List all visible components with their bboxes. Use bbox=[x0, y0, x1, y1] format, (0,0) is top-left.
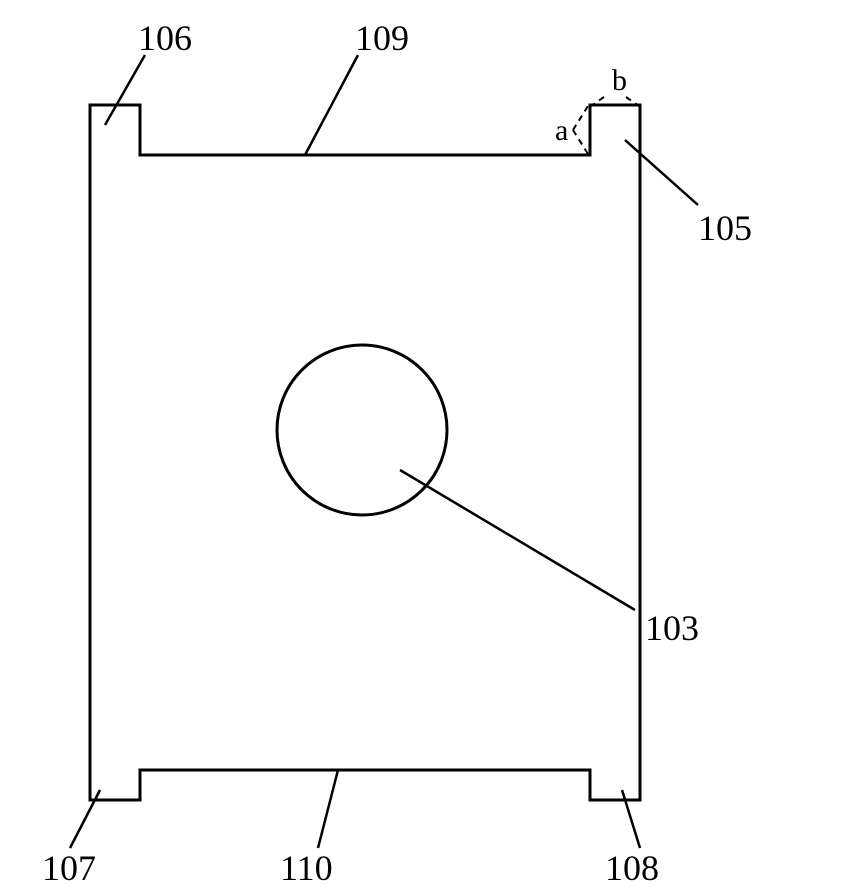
ref-106: 106 bbox=[138, 18, 192, 58]
dim-b-label: b bbox=[612, 64, 627, 97]
ref-107: 107 bbox=[42, 848, 96, 888]
dim-a-label: a bbox=[555, 114, 568, 147]
ref-110: 110 bbox=[280, 848, 333, 888]
ref-109: 109 bbox=[355, 18, 409, 58]
ref-108: 108 bbox=[605, 848, 659, 888]
ref-103: 103 bbox=[645, 608, 699, 648]
canvas-bg bbox=[0, 0, 851, 894]
ref-105: 105 bbox=[698, 208, 752, 248]
